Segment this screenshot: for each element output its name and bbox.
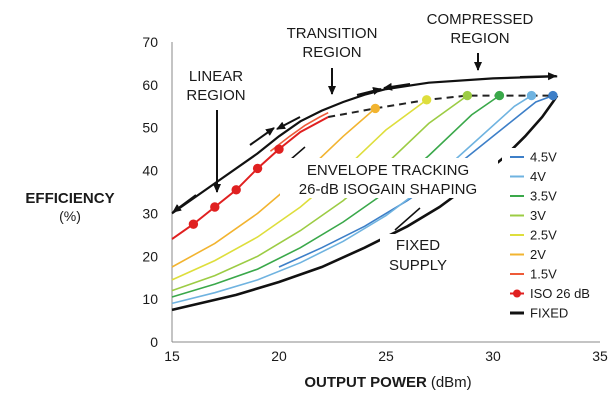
envelope-label-1: ENVELOPE TRACKING bbox=[307, 162, 469, 179]
y-tick-labels: 0 10 20 30 40 50 60 70 bbox=[142, 34, 158, 350]
compressed-region-label-1: COMPRESSED bbox=[427, 11, 534, 28]
series-iso-26-db-envelope-line bbox=[328, 94, 553, 118]
iso-26-db-marker bbox=[421, 95, 432, 105]
x-tick-label: 35 bbox=[592, 348, 608, 364]
legend-label-3v: 3V bbox=[530, 208, 546, 223]
legend-label-2-5v: 2.5V bbox=[530, 228, 557, 243]
iso-26-db-marker bbox=[231, 185, 241, 195]
series-2-5v-line bbox=[171, 99, 428, 281]
markers-group bbox=[188, 90, 558, 229]
iso-26-db-marker bbox=[526, 90, 537, 101]
iso-26-db-marker bbox=[494, 90, 505, 101]
region-arrow-transition-right bbox=[356, 87, 382, 96]
y-tick-label: 10 bbox=[142, 291, 158, 307]
y-tick-label: 50 bbox=[142, 120, 158, 136]
x-tick-label: 25 bbox=[378, 348, 394, 364]
iso-26-db-marker bbox=[462, 90, 473, 101]
series-1-5v-line bbox=[269, 111, 329, 152]
y-tick-label: 30 bbox=[142, 205, 158, 221]
fixed-supply-label-2: SUPPLY bbox=[389, 257, 447, 274]
y-axis-label-bold: EFFICIENCY bbox=[25, 190, 114, 207]
y-tick-label: 60 bbox=[142, 77, 158, 93]
fixed-pointer-line bbox=[394, 207, 421, 231]
legend-label-iso-26-db: ISO 26 dB bbox=[530, 286, 590, 301]
envelope-pointer-line bbox=[289, 146, 306, 161]
y-tick-label: 40 bbox=[142, 163, 158, 179]
x-tick-labels: 15 20 25 30 35 bbox=[164, 348, 608, 364]
envelope-group bbox=[171, 94, 559, 312]
region-arrow-left-end bbox=[172, 194, 197, 213]
series-3-5v-line bbox=[171, 94, 500, 298]
linear-region-label-2: REGION bbox=[186, 87, 245, 104]
x-axis-label: OUTPUT POWER (dBm) bbox=[304, 374, 471, 391]
fixed-label-background bbox=[380, 234, 460, 274]
transition-region-label-1: TRANSITION bbox=[287, 25, 378, 42]
legend-label-4v: 4V bbox=[530, 169, 546, 184]
annotations-group: LINEAR REGION TRANSITION REGION COMPRESS… bbox=[186, 11, 534, 274]
legend-label-fixed: FIXED bbox=[530, 306, 568, 321]
transition-region-label-2: REGION bbox=[302, 44, 361, 61]
region-boundary-curve bbox=[171, 75, 558, 215]
region-arrow-transition-left bbox=[276, 116, 301, 130]
y-axis-label-unit: (%) bbox=[59, 208, 81, 224]
envelope-label-2: 26-dB ISOGAIN SHAPING bbox=[299, 181, 477, 198]
compressed-region-label-2: REGION bbox=[450, 30, 509, 47]
axes bbox=[171, 42, 600, 343]
linear-region-label-1: LINEAR bbox=[189, 68, 243, 85]
legend-label-4-5v: 4.5V bbox=[530, 150, 557, 165]
iso-26-db-marker bbox=[252, 163, 263, 174]
x-tick-label: 20 bbox=[271, 348, 287, 364]
iso-26-db-marker bbox=[210, 202, 220, 212]
envelope-label-background bbox=[280, 158, 498, 198]
iso-26-db-marker bbox=[548, 90, 558, 101]
series-4v-line bbox=[171, 94, 532, 305]
legend-label-1-5v: 1.5V bbox=[530, 267, 557, 282]
x-tick-label: 30 bbox=[485, 348, 501, 364]
series-fixed-line bbox=[171, 94, 559, 312]
legend-label-2v: 2V bbox=[530, 247, 546, 262]
y-tick-label: 0 bbox=[150, 334, 158, 350]
region-arrow-linear-top bbox=[249, 127, 275, 146]
series-3v-line bbox=[171, 94, 468, 292]
region-arrow-compressed-left bbox=[383, 82, 411, 91]
x-axis-label-bold: OUTPUT POWER bbox=[304, 374, 427, 391]
iso-26-db-marker bbox=[188, 219, 199, 229]
y-tick-label: 20 bbox=[142, 248, 158, 264]
iso-26-db-marker bbox=[370, 103, 380, 114]
x-axis-label-unit: (dBm) bbox=[431, 374, 472, 391]
fixed-supply-label-1: FIXED bbox=[396, 237, 440, 254]
series-group bbox=[171, 94, 554, 305]
region-arrow-compressed-right bbox=[519, 72, 557, 81]
x-tick-label: 15 bbox=[164, 348, 180, 364]
region-group bbox=[171, 53, 558, 231]
legend: 4.5V 4V 3.5V 3V 2.5V 2V 1.5V ISO 26 dB FIXED bbox=[510, 150, 590, 321]
iso-26-db-marker bbox=[274, 144, 284, 154]
series-2v-line bbox=[171, 107, 376, 268]
y-tick-label: 70 bbox=[142, 34, 158, 50]
legend-marker-iso-26-db bbox=[513, 289, 521, 298]
legend-label-3-5v: 3.5V bbox=[530, 189, 557, 204]
